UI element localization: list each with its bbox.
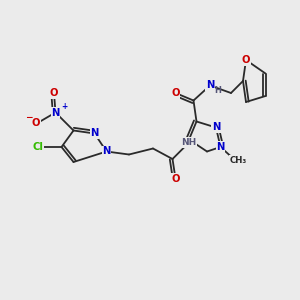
Text: O: O — [171, 88, 180, 98]
Text: O: O — [242, 55, 250, 65]
Text: N: N — [90, 128, 99, 139]
Text: H: H — [215, 86, 221, 95]
Text: O: O — [171, 173, 180, 184]
Text: CH₃: CH₃ — [230, 156, 247, 165]
Text: +: + — [61, 102, 67, 111]
Text: N: N — [216, 142, 225, 152]
Text: N: N — [206, 80, 214, 91]
Text: N: N — [102, 146, 111, 157]
Text: O: O — [32, 118, 40, 128]
Text: O: O — [50, 88, 58, 98]
Text: −: − — [25, 113, 32, 122]
Text: N: N — [51, 107, 60, 118]
Text: N: N — [212, 122, 220, 133]
Text: NH: NH — [182, 138, 196, 147]
Text: Cl: Cl — [32, 142, 43, 152]
